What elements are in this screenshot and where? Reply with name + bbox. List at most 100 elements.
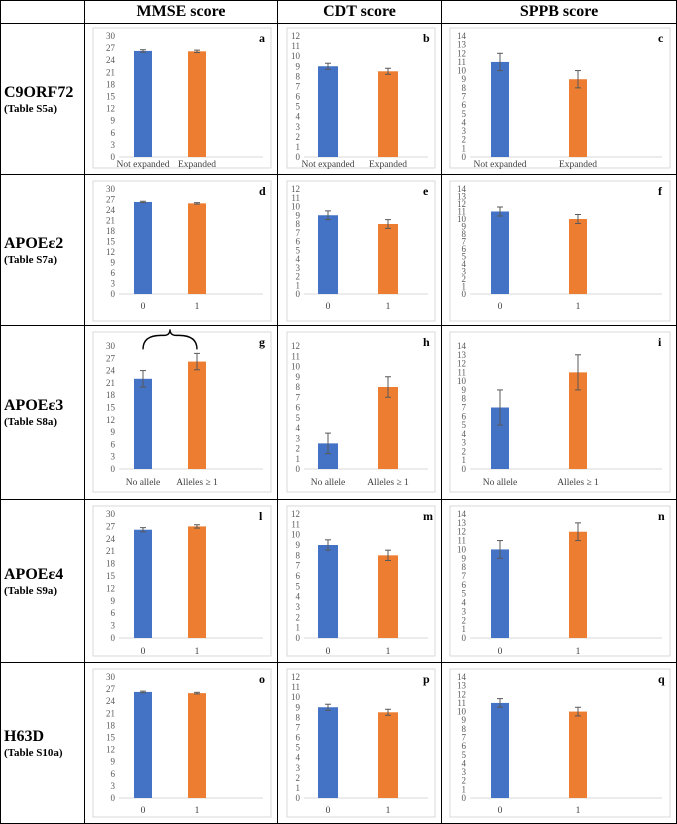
panel-letter: b <box>423 31 430 45</box>
y-tick-label: 4 <box>462 259 467 269</box>
row-apoe3: APOEε3 (Table S8a) 0 3 6 9 12 15 18 21 24 27 30 No … <box>0 325 677 500</box>
y-tick-label: 7 <box>296 561 301 571</box>
bar <box>378 712 398 798</box>
chart-cell: 0 3 6 9 12 15 18 21 24 27 30 0 1 l <box>84 499 278 663</box>
x-tick-label: Not expanded <box>116 160 169 170</box>
y-tick-label: 9 <box>296 61 301 71</box>
y-tick-label: 3 <box>462 438 467 448</box>
chart-frame <box>286 27 436 169</box>
y-tick-label: 8 <box>296 712 301 722</box>
chart-frame <box>449 331 671 493</box>
row-c9orf72: C9ORF72 (Table S5a) 0 3 6 9 12 15 18 21 24 27 30 No… <box>0 23 677 175</box>
panel-letter: e <box>423 184 429 198</box>
bar <box>569 79 587 157</box>
panel-letter: g <box>259 335 265 349</box>
y-tick-label: 6 <box>462 100 467 110</box>
significance-bracket <box>142 329 198 350</box>
y-tick-label: 3 <box>462 767 467 777</box>
y-tick-label: 9 <box>296 372 301 382</box>
table-reference: (Table S9a) <box>4 584 58 597</box>
y-tick-label: 6 <box>111 128 116 138</box>
y-tick-label: 12 <box>106 104 115 114</box>
y-tick-label: 9 <box>111 116 116 126</box>
y-tick-label: 12 <box>291 341 300 351</box>
bar <box>318 443 338 469</box>
y-tick-label: 0 <box>462 793 467 803</box>
y-tick-label: 9 <box>111 757 116 767</box>
gene-name: APOEε2 <box>4 234 64 252</box>
y-tick-label: 1 <box>296 280 301 290</box>
y-tick-label: 15 <box>106 403 116 413</box>
y-tick-label: 6 <box>296 571 301 581</box>
y-tick-label: 10 <box>291 51 301 61</box>
x-tick-label: 0 <box>498 647 503 657</box>
y-tick-label: 4 <box>462 429 467 439</box>
y-tick-label: 21 <box>106 378 115 388</box>
y-tick-label: 0 <box>111 152 116 162</box>
y-tick-label: 13 <box>457 192 467 202</box>
gene-name: C9ORF72 <box>4 83 74 101</box>
y-tick-label: 2 <box>462 446 467 456</box>
y-tick-label: 8 <box>462 562 467 572</box>
bar <box>134 378 152 469</box>
y-tick-label: 18 <box>106 390 116 400</box>
gene-name: H63D <box>4 727 44 745</box>
y-tick-label: 6 <box>462 411 467 421</box>
y-tick-label: 30 <box>106 672 116 682</box>
bar <box>134 201 152 294</box>
chart-cell: 0 3 6 9 12 15 18 21 24 27 30 0 1 d <box>84 174 278 326</box>
y-tick-label: 10 <box>457 214 467 224</box>
y-tick-label: 15 <box>106 571 116 581</box>
y-tick-label: 30 <box>106 509 116 519</box>
x-tick-label: Alleles ≥ 1 <box>176 478 218 488</box>
y-tick-label: 2 <box>462 615 467 625</box>
y-tick-label: 0 <box>111 793 116 803</box>
y-tick-label: 3 <box>462 126 467 136</box>
chart-cell: 0 1 2 3 4 5 6 7 8 9 10 11 12 13 14 No allele Alleles ≥ 1… <box>441 325 677 500</box>
chart-g: 0 3 6 9 12 15 18 21 24 27 30 No allele Alleles ≥ 1 g * <box>92 327 272 493</box>
chart-o: 0 3 6 9 12 15 18 21 24 27 30 0 1 o <box>92 668 272 818</box>
x-tick-label: Not expanded <box>473 160 526 170</box>
y-tick-label: 11 <box>291 519 300 529</box>
chart-cell: 0 1 2 3 4 5 6 7 8 9 10 11 12 13 14 0 1 f <box>441 174 677 326</box>
y-tick-label: 0 <box>111 464 116 474</box>
y-tick-label: 9 <box>462 222 467 232</box>
y-tick-label: 8 <box>296 71 301 81</box>
panel-letter: c <box>658 31 664 45</box>
table-reference: (Table S10a) <box>4 746 63 759</box>
chart-frame <box>286 180 436 322</box>
chart-frame <box>449 505 671 657</box>
y-tick-label: 3 <box>296 122 301 132</box>
y-tick-label: 11 <box>457 367 466 377</box>
y-tick-label: 1 <box>296 623 301 633</box>
panel-letter: p <box>423 672 430 686</box>
y-tick-label: 0 <box>111 633 116 643</box>
y-tick-label: 0 <box>296 464 301 474</box>
y-tick-label: 3 <box>111 279 116 289</box>
x-tick-label: 1 <box>195 647 200 657</box>
bar <box>569 531 587 638</box>
bar <box>569 219 587 294</box>
y-tick-label: 27 <box>106 195 116 205</box>
y-tick-label: 4 <box>462 758 467 768</box>
y-tick-label: 0 <box>111 289 116 299</box>
gene-name: APOEε4 <box>4 565 64 583</box>
y-tick-label: 11 <box>457 698 466 708</box>
chart-cell: 0 3 6 9 12 15 18 21 24 27 30 0 1 o <box>84 662 278 824</box>
y-tick-label: 8 <box>462 83 467 93</box>
y-tick-label: 13 <box>457 350 467 360</box>
chart-cell: 0 1 2 3 4 5 6 7 8 9 10 11 12 0 1 m <box>277 499 442 663</box>
y-tick-label: 7 <box>462 92 467 102</box>
y-tick-label: 11 <box>291 41 300 51</box>
y-tick-label: 15 <box>106 92 116 102</box>
y-tick-label: 4 <box>296 254 301 264</box>
y-tick-label: 2 <box>462 274 467 284</box>
y-tick-label: 0 <box>296 633 301 643</box>
y-tick-label: 11 <box>457 536 466 546</box>
